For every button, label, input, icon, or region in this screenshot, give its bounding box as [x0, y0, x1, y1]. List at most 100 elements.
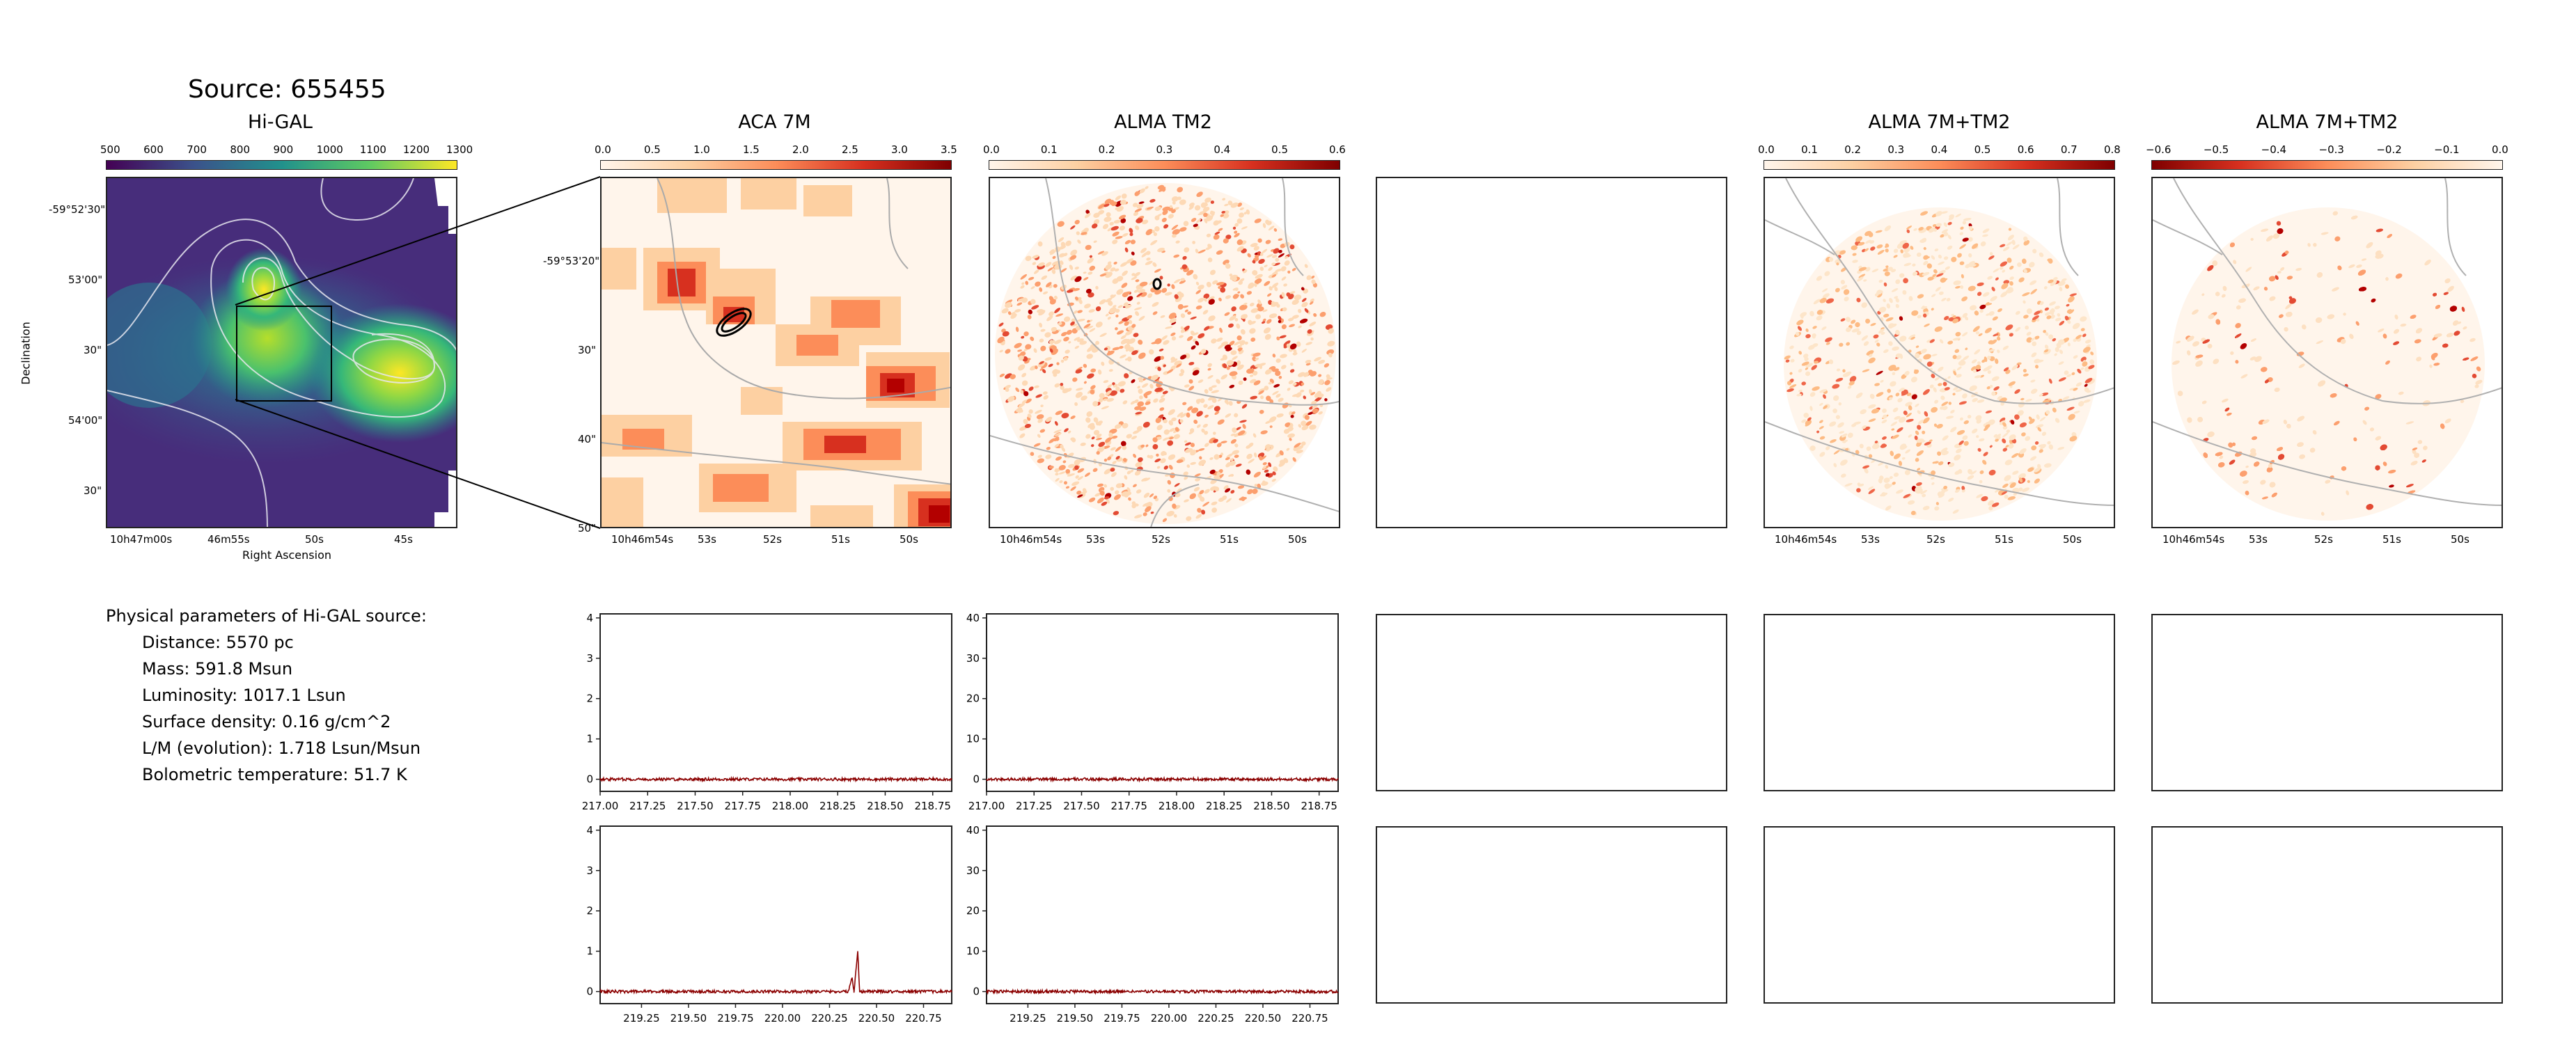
noise-speckle: [1924, 323, 1930, 327]
noise-speckle: [1991, 391, 1996, 396]
noise-speckle: [1949, 214, 1955, 219]
x-tick-label: 219.50: [670, 1012, 707, 1025]
noise-speckle: [1932, 461, 1936, 464]
noise-speckle: [1938, 254, 1942, 259]
noise-speckle: [1223, 485, 1229, 490]
noise-speckle: [1821, 288, 1828, 292]
noise-speckle: [1065, 240, 1071, 246]
noise-speckle: [1206, 233, 1211, 237]
noise-speckle: [1066, 388, 1072, 392]
noise-speckle: [1211, 501, 1218, 505]
noise-speckle: [1868, 357, 1876, 363]
higal-map-image: [107, 178, 456, 527]
noise-speckle: [1883, 349, 1889, 354]
noise-speckle: [1929, 227, 1936, 233]
noise-speckle: [2073, 338, 2077, 342]
noise-speckle: [1309, 425, 1317, 430]
noise-speckle: [1179, 372, 1184, 377]
tm2-colorbar: [989, 160, 1340, 170]
noise-speckle: [1011, 312, 1016, 315]
noise-speckle: [1310, 392, 1316, 396]
combo-neg-colorbar: [2151, 160, 2503, 170]
noise-speckle: [1279, 450, 1284, 456]
noise-speckle: [2334, 236, 2341, 242]
noise-speckle: [1906, 226, 1913, 230]
noise-speckle: [1154, 377, 1161, 381]
y-tick-label: 2: [586, 693, 593, 705]
noise-speckle: [2240, 342, 2247, 349]
noise-speckle: [1974, 310, 1979, 316]
y-tick-label: 0: [586, 773, 593, 786]
noise-speckle: [1171, 284, 1175, 290]
noise-speckle: [1135, 411, 1142, 415]
noise-speckle: [1916, 438, 1924, 443]
noise-speckle: [2047, 441, 2051, 445]
noise-speckle: [1883, 477, 1890, 483]
noise-speckle: [1123, 291, 1131, 296]
noise-speckle: [1116, 206, 1124, 212]
noise-speckle: [1990, 296, 1997, 301]
noise-speckle: [1138, 289, 1145, 294]
noise-speckle: [2212, 260, 2218, 266]
noise-speckle: [1054, 443, 1060, 448]
noise-speckle: [1110, 226, 1119, 231]
noise-speckle: [1929, 339, 1935, 343]
noise-speckle: [2003, 280, 2010, 285]
noise-speckle: [2073, 387, 2078, 391]
noise-speckle: [1914, 435, 1918, 441]
noise-speckle: [1264, 469, 1269, 473]
noise-speckle: [1112, 278, 1119, 284]
noise-speckle: [2385, 360, 2390, 365]
noise-speckle: [1025, 398, 1032, 404]
noise-speckle: [1084, 472, 1091, 477]
noise-speckle: [1876, 392, 1884, 397]
noise-speckle: [1864, 468, 1869, 474]
noise-speckle: [1239, 496, 1248, 501]
noise-speckle: [2313, 243, 2317, 247]
noise-speckle: [1892, 434, 1899, 439]
noise-speckle: [1191, 218, 1197, 222]
noise-speckle: [2280, 267, 2285, 271]
noise-speckle: [2055, 317, 2061, 322]
noise-speckle: [1935, 502, 1940, 505]
noise-speckle: [1037, 434, 1041, 438]
combo-map-image: [1765, 178, 2114, 521]
noise-speckle: [1980, 241, 1986, 247]
noise-speckle: [1798, 389, 1803, 393]
noise-speckle: [2006, 429, 2011, 433]
noise-speckle: [1068, 341, 1071, 344]
noise-speckle: [1904, 469, 1910, 475]
noise-speckle: [1275, 393, 1281, 398]
noise-speckle: [2082, 361, 2088, 367]
noise-speckle: [2235, 323, 2241, 329]
noise-speckle: [1074, 337, 1081, 341]
noise-speckle: [2332, 211, 2338, 216]
noise-speckle: [1830, 438, 1837, 443]
spectrum-frame: [986, 613, 1339, 792]
noise-speckle: [1209, 211, 1216, 215]
noise-speckle: [1121, 283, 1128, 288]
noise-speckle: [1089, 265, 1096, 271]
noise-speckle: [1317, 393, 1324, 398]
noise-speckle: [2015, 310, 2020, 315]
noise-speckle: [1131, 324, 1136, 328]
noise-speckle: [1236, 218, 1243, 224]
noise-speckle: [1209, 469, 1216, 475]
noise-speckle: [2078, 401, 2084, 407]
noise-speckle: [1225, 400, 1229, 405]
noise-speckle: [1310, 337, 1314, 341]
noise-speckle: [1135, 311, 1140, 316]
noise-speckle: [2245, 465, 2249, 468]
noise-speckle: [1307, 329, 1312, 334]
noise-speckle: [1218, 285, 1221, 290]
noise-speckle: [1188, 386, 1195, 391]
noise-speckle: [1055, 438, 1060, 441]
x-tick-label: 217.25: [1016, 800, 1053, 812]
noise-speckle: [1922, 306, 1925, 309]
noise-speckle: [2048, 444, 2053, 450]
noise-speckle: [1154, 458, 1161, 463]
noise-speckle: [2066, 374, 2072, 377]
noise-speckle: [2235, 360, 2239, 364]
noise-speckle: [1234, 230, 1238, 234]
noise-speckle: [1261, 321, 1266, 324]
